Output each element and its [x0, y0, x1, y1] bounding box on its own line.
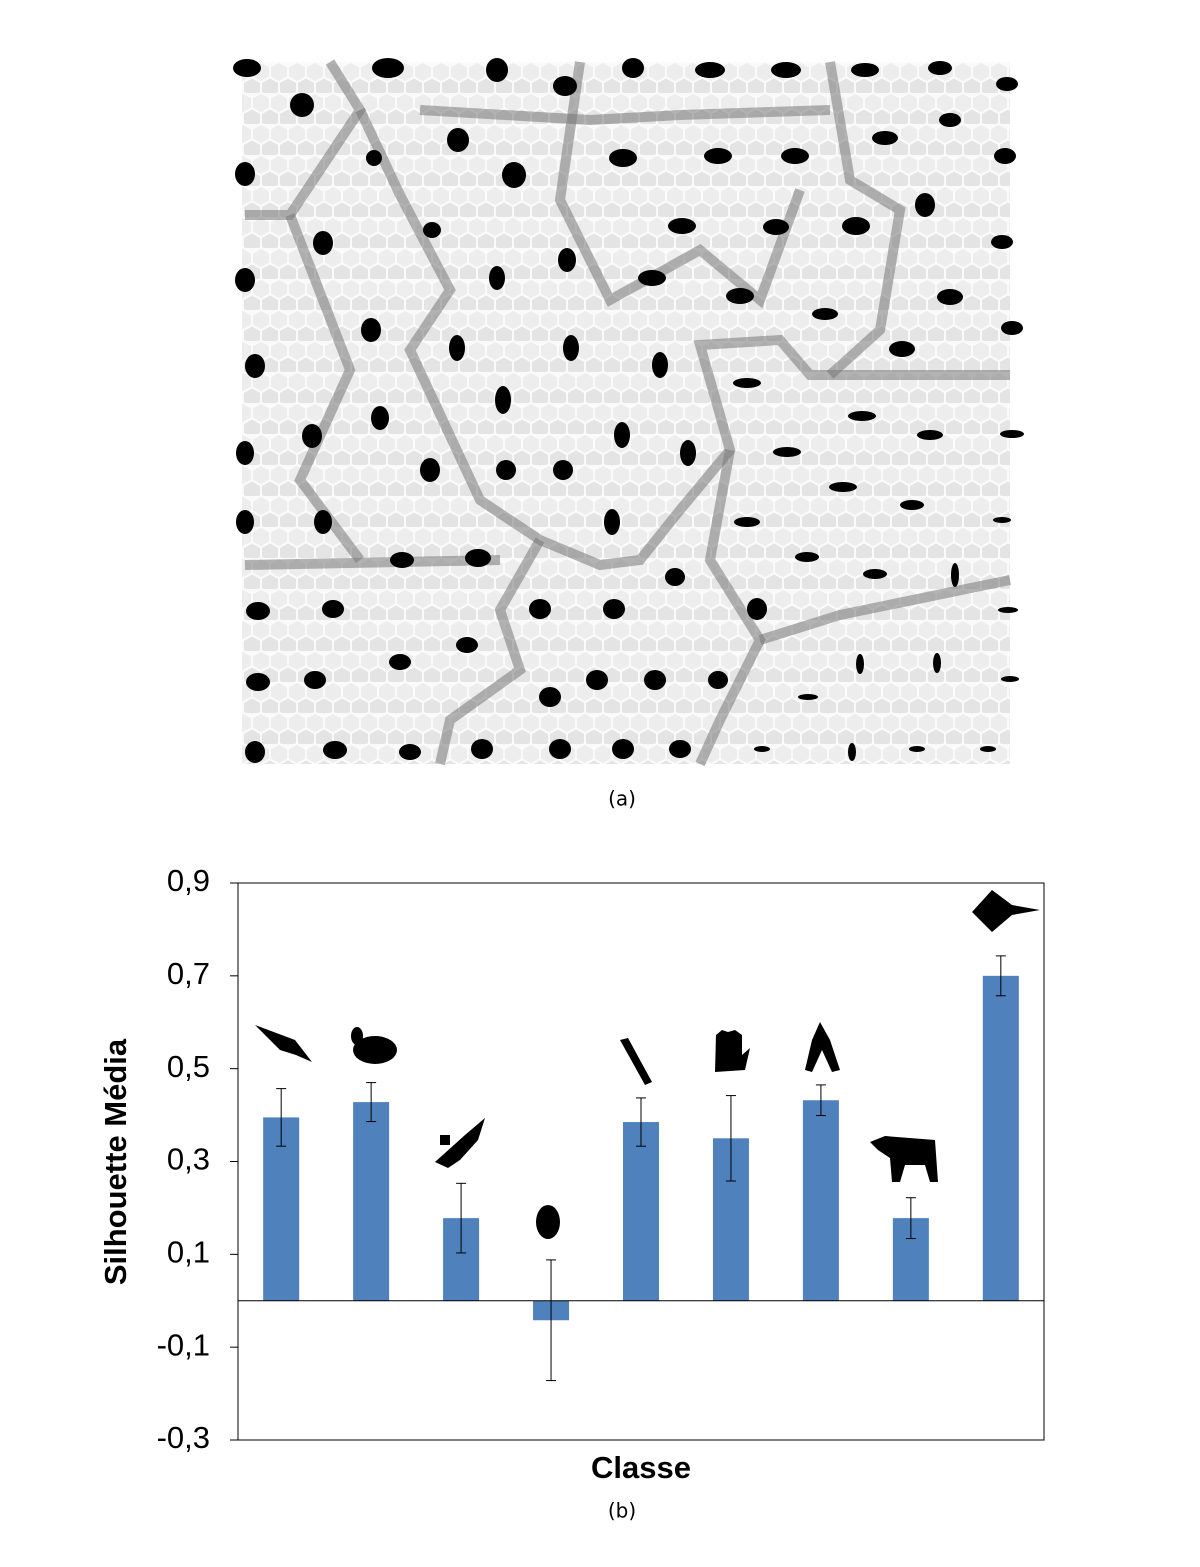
- error-bar: [815, 1084, 826, 1117]
- error-bar: [905, 1197, 916, 1240]
- y-tick-label: 0,7: [167, 956, 210, 991]
- x-axis-title: Classe: [591, 1450, 691, 1485]
- y-tick-label: 0,9: [167, 863, 210, 898]
- silhouettes: [233, 58, 1024, 763]
- y-tick-label: -0,3: [157, 1420, 210, 1455]
- y-tick-label: 0,3: [167, 1142, 210, 1177]
- class-icons: [255, 890, 1040, 1239]
- y-tick-label: -0,1: [157, 1327, 210, 1362]
- caption: (a): [608, 787, 636, 811]
- y-axis-title: Silhouette Média: [98, 1038, 133, 1285]
- error-bar: [636, 1097, 646, 1147]
- error-bar: [725, 1095, 736, 1182]
- error-bar: [546, 1259, 557, 1382]
- error-bar: [995, 955, 1006, 997]
- bar: [623, 1122, 659, 1301]
- error-bar: [276, 1088, 287, 1147]
- bar: [802, 1100, 839, 1301]
- cluster-borders: [244, 59, 1012, 767]
- y-tick-label: 0,1: [167, 1235, 210, 1270]
- bar: [982, 975, 1019, 1301]
- error-bar: [456, 1182, 467, 1254]
- hex-grid: [242, 62, 1010, 764]
- bar: [263, 1117, 300, 1301]
- y-tick-label: 0,5: [167, 1049, 210, 1084]
- caption: (b): [608, 1499, 636, 1523]
- som-map: [233, 58, 1024, 767]
- error-bar: [366, 1082, 377, 1123]
- bar: [353, 1102, 390, 1301]
